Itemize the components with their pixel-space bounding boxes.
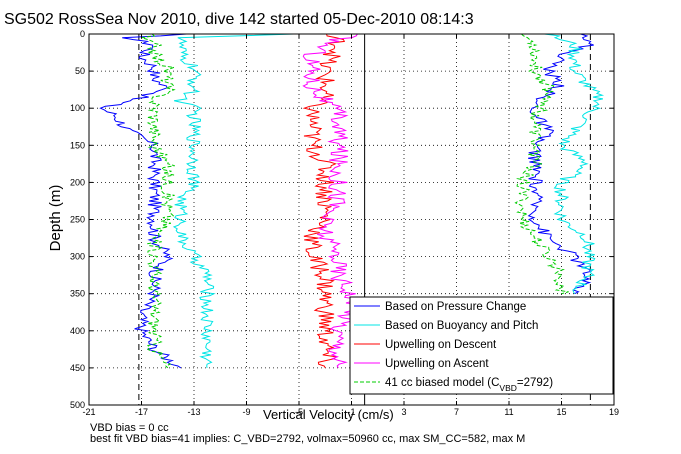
series-line-upwelling-on-descent-descent — [302, 33, 346, 369]
x-axis-label: Vertical Velocity (cm/s) — [263, 407, 394, 422]
y-tick-label: 200 — [70, 177, 85, 187]
y-tick-label: 50 — [75, 66, 85, 76]
x-tick-label: 15 — [556, 407, 566, 417]
legend-label: Based on Buoyancy and Pitch — [385, 320, 538, 332]
chart-title: SG502 RossSea Nov 2010, dive 142 started… — [4, 11, 474, 28]
series-line-based-on-pressure-change-descent — [99, 33, 187, 369]
x-tick-label: -13 — [187, 407, 200, 417]
legend-label: Based on Pressure Change — [385, 301, 526, 313]
x-tick-label: -21 — [82, 407, 95, 417]
x-tick-label: -1 — [347, 407, 355, 417]
y-tick-label: 250 — [70, 215, 85, 225]
legend-label: Upwelling on Descent — [385, 339, 497, 351]
series-line-41-cc-biased-model-descent — [141, 33, 176, 369]
series-line-based-on-buoyancy-and-pitch-ascent — [544, 33, 605, 294]
y-tick-label: 350 — [70, 289, 85, 299]
series-line-upwelling-on-ascent-ascent — [302, 33, 362, 369]
y-tick-label: 500 — [70, 400, 85, 410]
y-tick-label: 100 — [70, 103, 85, 113]
y-tick-label: 450 — [70, 363, 85, 373]
x-tick-label: -5 — [295, 407, 303, 417]
legend-box — [349, 296, 614, 395]
legend-label: Upwelling on Ascent — [385, 358, 489, 370]
series-line-41-cc-biased-model-ascent — [514, 33, 569, 295]
y-tick-label: 400 — [70, 326, 85, 336]
best-fit-note: best fit VBD bias=41 implies: C_VBD=2792… — [90, 433, 526, 445]
legend: Based on Pressure Change Based on Buoyanc… — [349, 296, 614, 395]
y-tick-label: 150 — [70, 140, 85, 150]
x-tick-label: -17 — [135, 407, 148, 417]
axis-ticks: -21 -17 -13 -9 -5 -1 3 7 11 15 1905010015020025030… — [70, 29, 619, 417]
x-tick-label: -9 — [242, 407, 250, 417]
vbd-bias-note: VBD bias = 0 cc — [90, 422, 169, 434]
x-tick-label: 11 — [504, 407, 513, 417]
x-tick-label: 7 — [454, 407, 459, 417]
y-tick-label: 300 — [70, 252, 85, 262]
y-tick-label: 0 — [80, 29, 85, 39]
series-line-based-on-buoyancy-and-pitch-descent — [172, 33, 294, 369]
series-layer — [99, 33, 605, 369]
x-tick-label: 3 — [401, 407, 406, 417]
x-tick-label: 19 — [609, 407, 619, 417]
y-axis-label: Depth (m) — [47, 185, 64, 252]
